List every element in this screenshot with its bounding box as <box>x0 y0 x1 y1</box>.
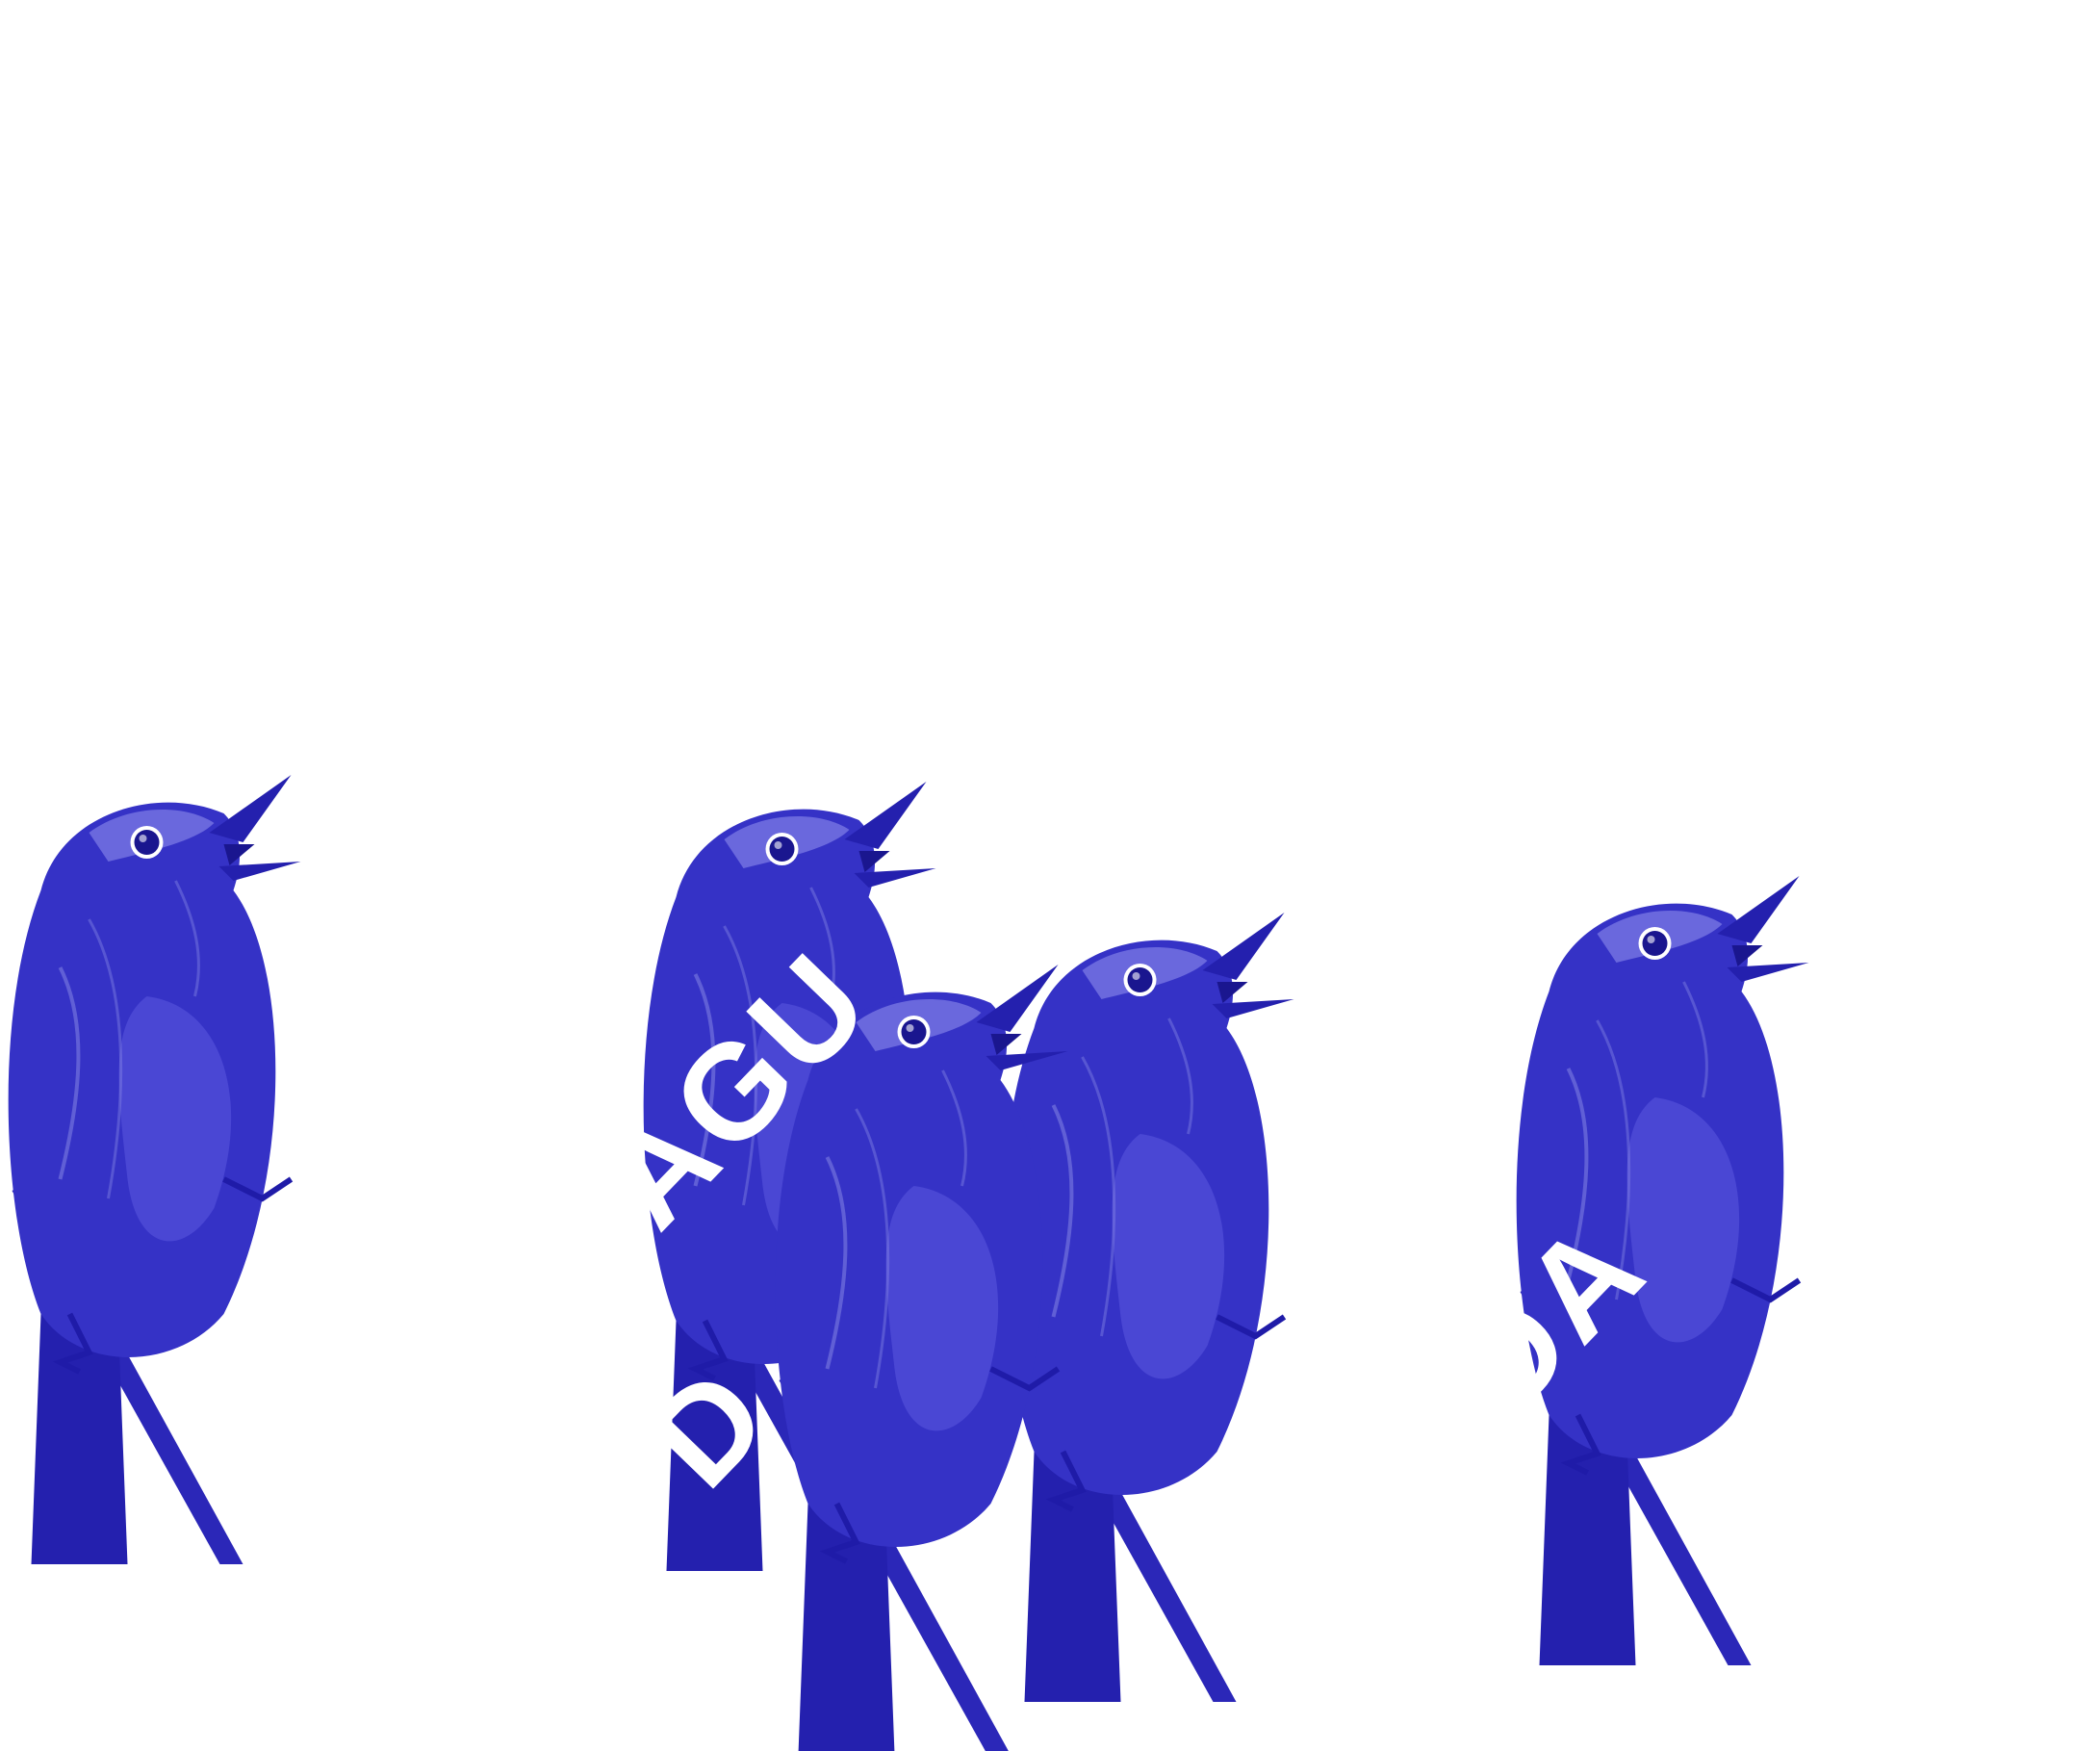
singing-bird-1 <box>0 775 313 1564</box>
